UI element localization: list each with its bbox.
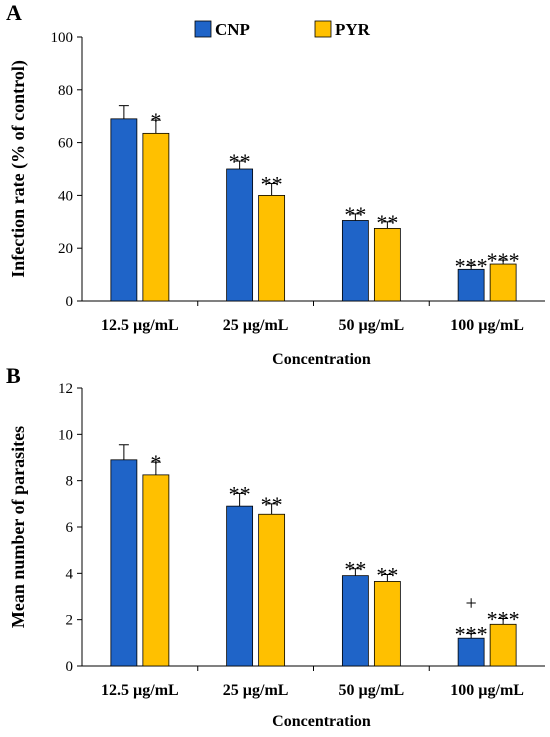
x-tick-label: 25 µg/mL [223,682,289,699]
legend-swatch-cnp [194,20,212,38]
significance-marker: + [465,593,476,615]
significance-marker: ** [261,492,283,517]
x-axis-label: Concentration [272,713,371,730]
x-tick-label: 25 µg/mL [223,317,289,334]
legend-label-pyr: PYR [335,20,371,39]
y-tick-label: 80 [58,83,73,99]
legend: CNP PYR [194,20,371,39]
bar-pyr [258,194,286,302]
x-tick-label: 50 µg/mL [339,317,405,334]
bar-cnp [341,220,369,302]
panel-b: B 0 2 4 6 8 10 12 Mean number of parasites 12.5 µ… [6,363,545,730]
significance-marker: *** [487,607,520,632]
y-tick-label: 2 [66,613,74,629]
significance-marker: ** [344,557,366,582]
significance-marker: ** [376,562,398,587]
significance-marker: * [150,108,161,133]
significance-marker: *** [487,248,520,273]
y-tick-label: 6 [66,520,74,536]
bar-pyr [142,132,170,302]
x-tick-label: 12.5 µg/mL [101,317,179,334]
significance-marker: *** [455,622,488,647]
y-tick-label: 0 [66,294,74,310]
bar-pyr [373,581,401,667]
x-axis-label: Concentration [272,351,371,368]
y-tick-label: 4 [66,566,74,582]
legend-label-cnp: CNP [215,20,250,39]
x-tick-label: 12.5 µg/mL [101,682,179,699]
bar-pyr [489,623,517,667]
y-tick-label: 0 [66,659,74,675]
significance-marker: * [150,450,161,475]
significance-marker: *** [455,253,488,278]
bar-cnp [226,168,254,302]
y-tick-label: 8 [66,474,74,490]
y-tick-label: 100 [51,30,74,46]
legend-swatch-pyr [314,20,332,38]
bar-pyr [489,263,517,302]
bar-cnp [457,268,485,302]
y-axis-label: Mean number of parasites [8,426,28,628]
significance-marker: ** [229,481,251,506]
y-tick-label: 10 [58,427,73,443]
bar-pyr [258,513,286,667]
x-tick-label: 100 µg/mL [450,317,524,334]
bar-cnp [110,459,138,667]
significance-marker: ** [229,149,251,174]
y-tick-label: 60 [58,136,73,152]
significance-marker: ** [344,202,366,227]
bar-pyr [142,474,170,667]
y-tick-label: 12 [58,381,73,397]
bar-cnp [341,575,369,667]
bar-pyr [373,227,401,302]
panel-label: A [6,0,22,25]
significance-marker: ** [376,210,398,235]
bar-cnp [226,505,254,667]
bar-cnp [457,637,485,667]
x-tick-label: 50 µg/mL [339,682,405,699]
panel-label: B [6,363,21,388]
y-axis-label: Infection rate (% of control) [8,60,29,278]
y-tick-label: 40 [58,188,73,204]
significance-marker: ** [261,172,283,197]
x-tick-label: 100 µg/mL [450,682,524,699]
panel-a: A 0 20 40 60 80 100 Infection rate (% of contro… [6,0,545,368]
y-tick-label: 20 [58,241,73,257]
bar-cnp [110,118,138,302]
